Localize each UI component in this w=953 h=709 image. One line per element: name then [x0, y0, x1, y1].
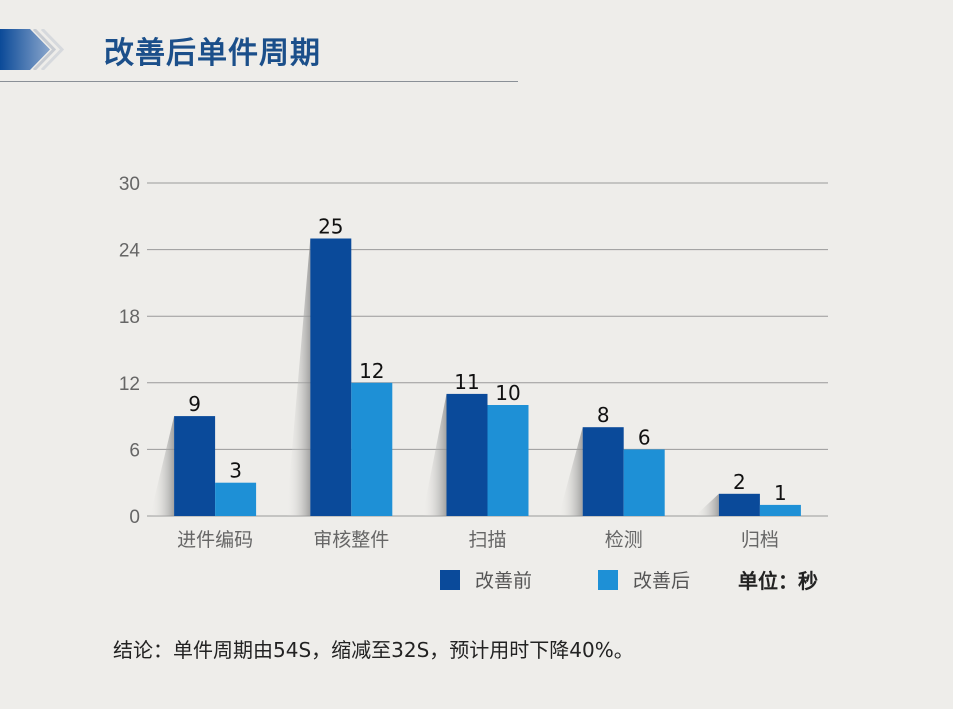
data-label: 10	[495, 381, 520, 405]
bar-shadow	[150, 416, 175, 516]
data-label: 3	[229, 459, 242, 483]
legend-item-before: 改善前	[440, 566, 532, 593]
data-label: 9	[188, 392, 201, 416]
conclusion-text: 结论：单件周期由54S，缩减至32S，预计用时下降40%。	[113, 638, 634, 662]
bar-shadow	[286, 238, 311, 516]
y-tick-label: 6	[129, 440, 140, 461]
title-divider	[0, 81, 518, 82]
data-label: 8	[597, 403, 610, 427]
data-label: 1	[774, 481, 787, 505]
x-tick-label: 检测	[605, 529, 643, 551]
bar-shadow	[558, 427, 583, 516]
bar-after	[351, 382, 393, 516]
bar-after	[487, 405, 529, 516]
bar-after	[623, 449, 665, 516]
y-tick-label: 18	[119, 307, 140, 328]
data-label: 12	[359, 359, 384, 383]
y-tick-label: 12	[119, 374, 140, 395]
bar-before	[174, 416, 216, 516]
bar-before	[310, 238, 352, 516]
bar-before	[582, 427, 624, 516]
bar-after	[759, 504, 801, 516]
bar-shadow	[694, 493, 719, 516]
y-tick-label: 30	[119, 174, 140, 195]
bar-before	[446, 393, 488, 516]
data-label: 11	[454, 370, 479, 394]
legend-label-after: 改善后	[633, 570, 691, 592]
legend-swatch-after	[598, 569, 618, 590]
unit-label: 单位：秒	[738, 569, 818, 593]
data-label: 2	[733, 470, 746, 494]
x-tick-label: 审核整件	[313, 529, 389, 551]
bar-shadow	[422, 393, 447, 516]
x-tick-label: 扫描	[468, 529, 506, 551]
legend-label-before: 改善前	[475, 570, 533, 592]
bar-after	[215, 482, 257, 516]
x-tick-label: 进件编码	[177, 529, 253, 551]
y-tick-label: 0	[129, 507, 140, 528]
bar-before	[718, 493, 760, 516]
legend-swatch-before	[440, 569, 460, 590]
data-label: 6	[638, 425, 651, 449]
page-title: 改善后单件周期	[104, 36, 321, 71]
chevron-arrow-icon	[0, 29, 65, 70]
legend-item-after: 改善后	[598, 566, 690, 593]
y-tick-label: 24	[119, 241, 141, 262]
x-tick-label: 归档	[741, 529, 779, 551]
data-label: 25	[318, 215, 343, 239]
